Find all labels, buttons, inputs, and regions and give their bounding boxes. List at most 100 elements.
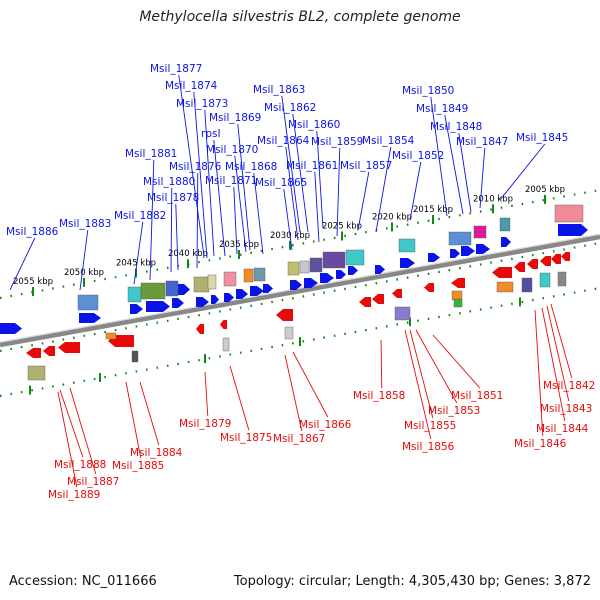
forward-gene-arrow [130, 304, 143, 314]
feature-block [77, 294, 99, 311]
gene-label: Msil_1882 [114, 210, 166, 222]
reverse-gene-arrow [540, 256, 551, 266]
feature-block [165, 280, 179, 297]
gene-label: Msil_1875 [220, 432, 272, 444]
feature-block [27, 365, 46, 381]
gene-label: Msil_1860 [288, 119, 340, 131]
gene-label: Msil_1863 [253, 84, 305, 96]
gene-label: Msil_1855 [404, 420, 456, 432]
leader-line [375, 146, 392, 233]
reverse-gene-arrow [527, 259, 538, 269]
label-leaders [9, 74, 573, 488]
gene-label: Msil_1881 [125, 148, 177, 160]
reverse-gene-arrow [26, 348, 41, 358]
feature-block [448, 231, 472, 246]
leader-line [59, 389, 84, 458]
feature-block [131, 350, 139, 363]
reverse-gene-arrow [492, 267, 512, 278]
feature-block [398, 238, 416, 253]
gene-label: Msil_1867 [273, 433, 325, 445]
leader-line [458, 132, 472, 213]
leader-line [9, 237, 36, 291]
leader-line [430, 96, 448, 217]
leader-line [314, 171, 320, 243]
genome-title: Methylocella silvestris BL2, complete ge… [139, 9, 461, 25]
gene-label: Msil_1864 [257, 135, 310, 147]
forward-gene-arrow [476, 244, 490, 254]
forward-gene-arrow [146, 301, 170, 312]
forward-gene-arrow [501, 237, 511, 247]
feature-block [451, 290, 463, 301]
gene-label: Msil_1848 [430, 121, 482, 133]
reverse-gene-arrow [514, 262, 525, 272]
scale-tick-label: 2035 kbp [219, 240, 259, 250]
forward-gene-arrow [196, 297, 209, 307]
feature-block [345, 249, 365, 266]
scale-tick-label: 2040 kbp [168, 249, 208, 259]
reverse-gene-arrow [196, 324, 204, 334]
forward-gene-arrow [461, 246, 475, 256]
leader-line [409, 329, 434, 419]
accession-text: Accession: NC_011666 [9, 574, 157, 589]
leader-line [292, 113, 309, 233]
gene-label: Msil_1871 [205, 175, 257, 187]
feature-block [105, 332, 117, 340]
leader-line [57, 391, 78, 488]
feature-block [557, 271, 567, 287]
gene-label: Msil_1883 [59, 218, 111, 230]
scale-tick-label: 2005 kbp [525, 185, 565, 195]
gene-label: Msil_1869 [209, 112, 261, 124]
gene-label: Msil_1851 [451, 390, 503, 402]
reverse-gene-arrow [551, 254, 561, 264]
reverse-gene-arrow [58, 342, 80, 353]
leader-line [499, 143, 546, 201]
feature-block [499, 217, 511, 232]
forward-gene-arrow [224, 293, 234, 302]
forward-gene-arrow [211, 295, 219, 304]
gene-label: Msil_1843 [540, 403, 592, 415]
feature-block [223, 271, 237, 287]
forward-gene-arrow [348, 266, 358, 275]
feature-block [521, 277, 533, 293]
gene-features [0, 204, 588, 381]
leader-line [170, 187, 173, 273]
feature-block [222, 337, 230, 352]
gene-label: Msil_1858 [353, 390, 405, 402]
gene-label: Msil_1844 [536, 423, 589, 435]
forward-gene-arrow [428, 253, 440, 262]
leader-line [125, 381, 142, 459]
feature-block [496, 281, 514, 293]
forward-gene-arrow [0, 323, 22, 334]
gene-label: Msil_1887 [67, 476, 119, 488]
leader-line [233, 186, 238, 255]
forward-gene-arrow [400, 258, 415, 268]
forward-gene-arrow [558, 224, 588, 236]
gene-label: Msil_1854 [362, 135, 415, 147]
backbone-highlight [0, 233, 600, 343]
gene-label: Msil_1856 [402, 441, 455, 453]
leader-line [550, 303, 573, 379]
gene-label: Msil_1846 [514, 438, 567, 450]
leader-line [193, 91, 208, 259]
leader-line [196, 172, 199, 269]
gene-label: Msil_1877 [150, 63, 202, 75]
gene-label: Msil_1847 [456, 136, 508, 148]
gene-label: Msil_1873 [176, 98, 228, 110]
gene-label: rpsI [201, 128, 221, 140]
leader-line [178, 74, 205, 257]
leader-line [79, 229, 89, 291]
leader-line [237, 123, 251, 251]
leader-line [415, 329, 458, 404]
leader-line [404, 329, 432, 440]
leader-line [133, 221, 144, 285]
scale-tick-label: 2050 kbp [64, 268, 104, 278]
leader-line [234, 155, 247, 253]
leader-line [281, 95, 301, 233]
leader-line [541, 307, 566, 422]
gene-label: Msil_1852 [392, 150, 444, 162]
leader-line [292, 351, 329, 418]
forward-gene-arrow [320, 273, 334, 283]
gene-label: Msil_1845 [516, 132, 568, 144]
leader-line [336, 147, 341, 237]
